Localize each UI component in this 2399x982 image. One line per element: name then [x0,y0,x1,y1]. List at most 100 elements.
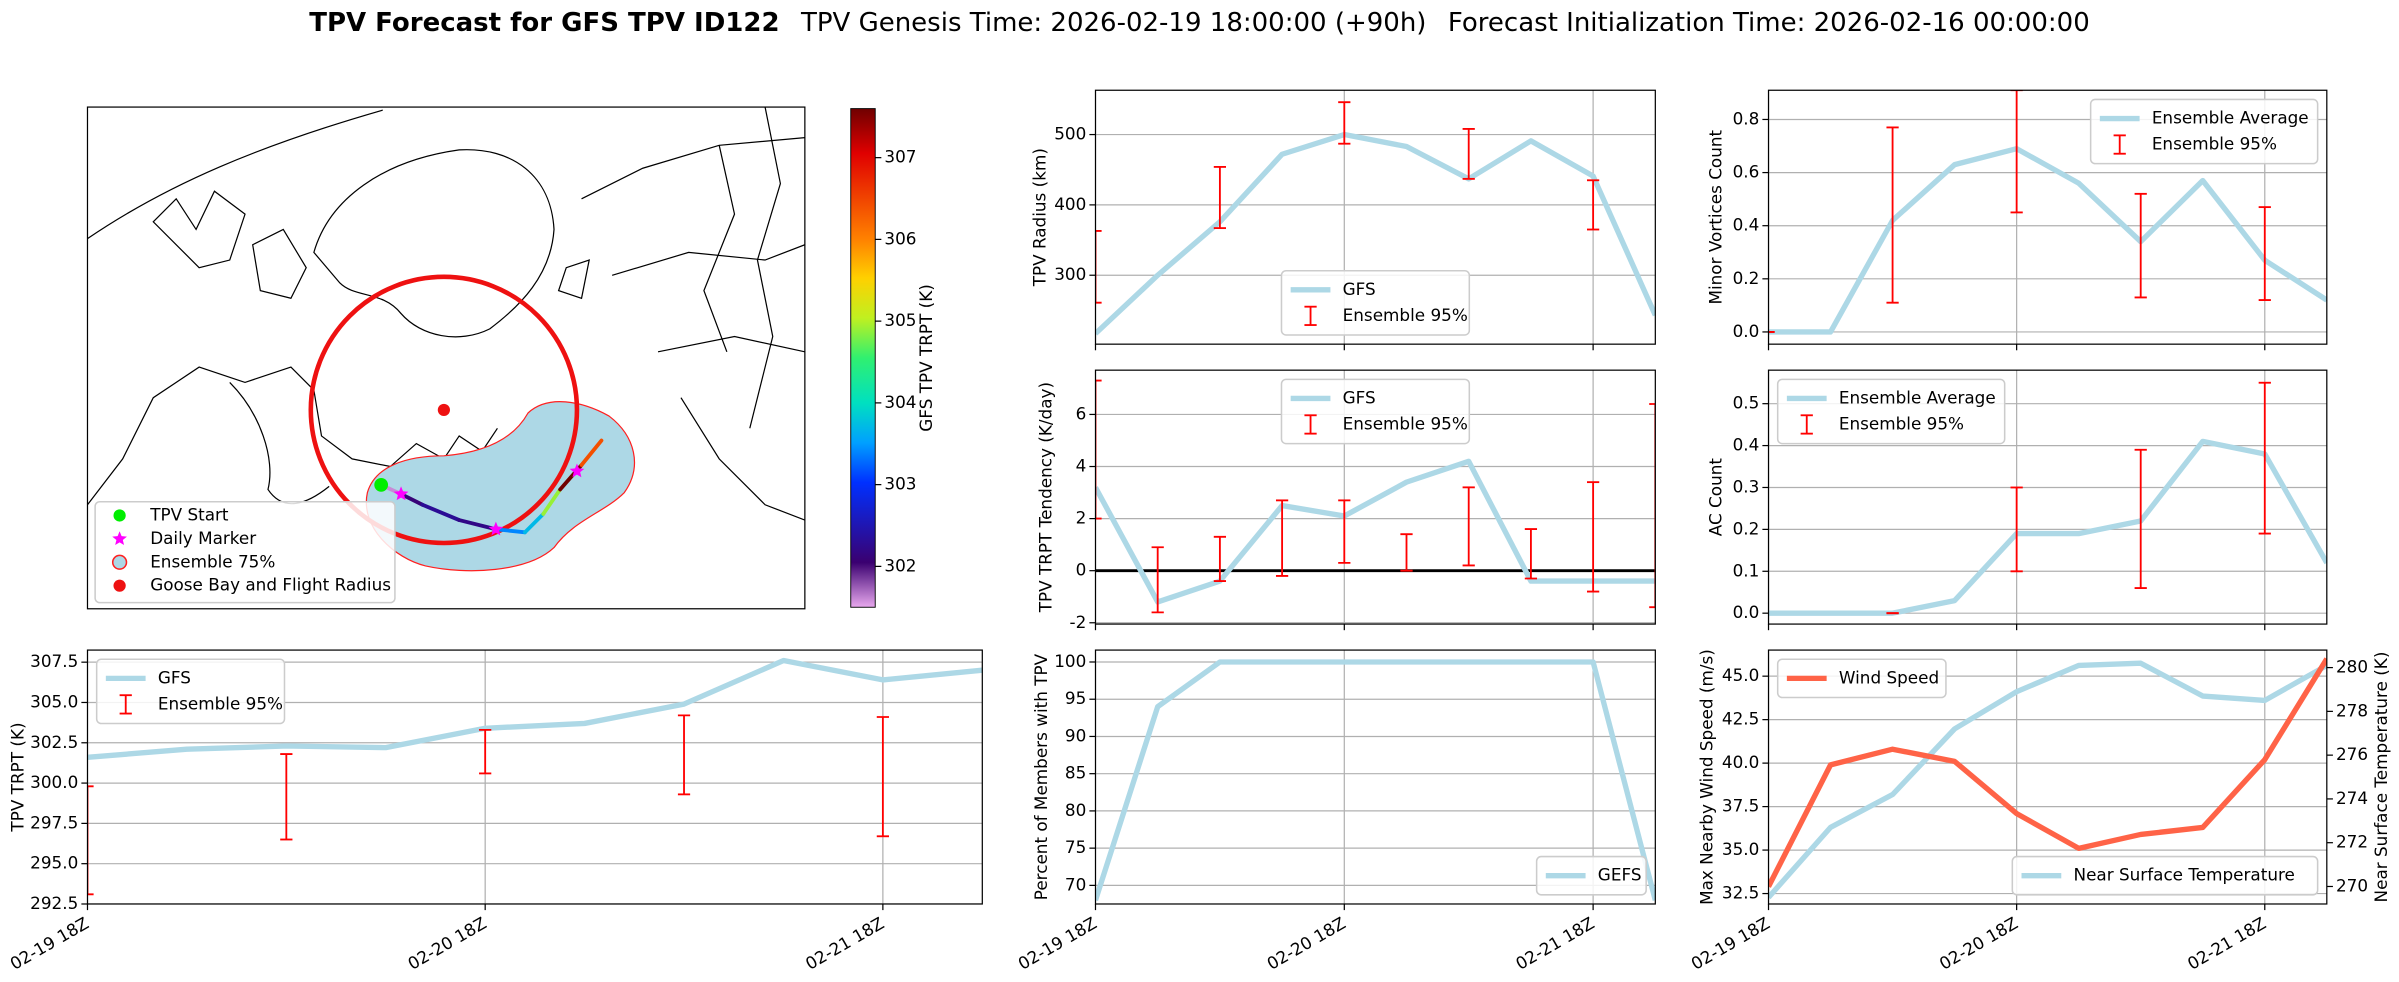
error-bar [2258,206,2271,301]
x-tick-label: 02-19 18Z [1688,913,1773,974]
series-line [1768,657,2327,888]
error-bar [1338,101,1351,145]
error-bar [2134,448,2147,589]
error-bar [1524,528,1538,580]
error-bar [876,716,889,838]
y2-tick-label: 278 [2336,700,2368,720]
axes-frame [1094,649,1656,905]
error-bar [677,714,691,796]
y-tick-label: 300.0 [30,772,78,792]
map-legend-box [94,500,396,604]
legend-box [95,658,286,725]
y-tick-label: 2 [1076,508,1087,528]
series-line [1768,660,2327,900]
legend-box [1776,378,2006,445]
y-tick-label: 300 [1054,264,1086,284]
track-segment [579,438,604,467]
y-tick-label: 295.0 [30,853,78,873]
daily-marker [569,463,585,478]
error-bar [1275,499,1289,577]
figure-title: TPV Forecast for GFS TPV ID122 TPV Genesi… [309,7,2090,37]
y-tick-label: 6 [1076,403,1087,423]
legend-box [1535,855,1647,896]
axes-frame [1767,369,2328,625]
colorbar [850,108,876,608]
y-tick-label: 305.0 [30,691,78,711]
y-tick-label: 75 [1065,837,1086,857]
legend-label: Ensemble Average [1839,387,1996,407]
y2-tick-label: 270 [2336,875,2368,895]
y-tick-label: 297.5 [30,812,78,832]
y-axis-label: AC Count [1706,458,1726,537]
y-tick-label: 45.0 [1722,665,1759,685]
legend-label: Ensemble 95% [2152,134,2277,154]
legend-label: Ensemble 95% [1343,413,1468,433]
legend-label: Ensemble 95% [1839,413,1964,433]
y-tick-label: 0.8 [1733,108,1760,128]
y-tick-label: 95 [1065,688,1086,708]
x-tick-label: 02-20 18Z [1263,913,1348,974]
plot-area [1095,90,1656,345]
legend-label: GFS [158,667,191,687]
error-bar [1213,165,1227,230]
error-bar [1095,379,1102,520]
y2-tick-label: 274 [2336,788,2368,808]
colorbar-label: GFS TPV TRPT (K) [916,284,936,432]
y-axis-label: TPV TRPT (K) [8,722,28,832]
y-tick-label: 4 [1076,456,1087,476]
axes-frame [86,649,983,905]
y-axis-label: Max Nearby Wind Speed (m/s) [1696,649,1716,905]
legend-box [1280,269,1471,336]
y2-tick-label: 276 [2336,744,2368,764]
legend-label: Ensemble 75% [150,551,275,571]
flight-radius [308,274,580,546]
y-tick-label: 32.5 [1722,883,1759,903]
y-axis-label: TPV Radius (km) [1029,148,1049,287]
colorbar-tick-label: 306 [884,228,916,248]
error-bar [1095,230,1102,304]
track-segment [420,502,462,522]
track-segment [523,512,546,535]
y-tick-label: 90 [1065,725,1086,745]
legend-label: GFS [1343,279,1376,299]
y-tick-label: 70 [1065,874,1086,894]
title-main: TPV Forecast for GFS TPV ID122 [309,7,779,37]
error-bar [1886,126,1899,304]
title-init: Forecast Initialization Time: 2026-02-16… [1448,7,2090,37]
y-tick-label: 0.2 [1733,518,1760,538]
y-tick-label: 307.5 [30,651,78,671]
y-axis-label: TPV TRPT Tendency (K/day) [1036,382,1056,613]
track-segment [541,487,563,516]
error-bar [1338,499,1351,564]
legend-label: Daily Marker [150,528,256,548]
y2-axis-label: Near Surface Temperature (K) [2371,652,2391,903]
daily-marker [393,486,409,501]
colorbar-tick-label: 302 [884,555,916,575]
legend-label: Goose Bay and Flight Radius [150,575,391,595]
map-frame [86,106,806,610]
error-bar [1586,179,1600,231]
y-tick-label: 80 [1065,800,1086,820]
error-bar [2134,192,2147,299]
series-line [1768,438,2327,616]
y-tick-label: 37.5 [1722,796,1759,816]
y-tick-label: 0 [1076,560,1087,580]
series-line [1768,145,2327,335]
legend-box [1776,658,1947,699]
legend-label: Wind Speed [1839,667,1939,687]
legend-label: Ensemble 95% [158,693,283,713]
y-tick-label: 40.0 [1722,752,1759,772]
legend-marker [112,531,127,545]
x-tick-label: 02-21 18Z [1512,913,1597,974]
y-tick-label: 85 [1065,763,1086,783]
axes-frame [1767,89,2328,345]
error-bar [2010,90,2023,214]
y2-tick-label: 280 [2336,657,2368,677]
legend-label: Ensemble Average [2152,108,2309,128]
colorbar-tick-label: 305 [884,310,916,330]
error-bar [2010,486,2023,573]
y-tick-label: 292.5 [30,893,78,913]
coastlines [87,107,805,521]
legend-box [2089,98,2319,165]
error-bar [1400,533,1413,572]
